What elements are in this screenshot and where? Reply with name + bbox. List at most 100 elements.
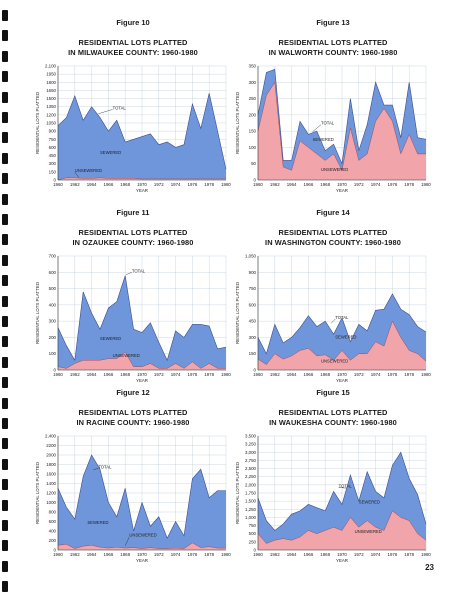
figure-10-panel: Figure 10 RESIDENTIAL LOTS PLATTED IN MI… <box>28 18 238 203</box>
x-tick-label: 1980 <box>421 182 431 187</box>
binder-hole <box>2 254 8 266</box>
x-tick-label: 1960 <box>253 552 263 557</box>
total-line <box>57 454 226 539</box>
binder-hole <box>2 173 8 185</box>
x-tick-label: 1970 <box>337 182 347 187</box>
y-tick-label: 50 <box>251 161 256 166</box>
x-axis-label: YEAR <box>136 378 148 383</box>
x-tick-label: 1966 <box>104 182 114 187</box>
figure-11-panel: Figure 11 RESIDENTIAL LOTS PLATTED IN OZ… <box>28 208 238 393</box>
x-axis-label: YEAR <box>336 188 348 193</box>
x-tick-label: 1976 <box>388 372 398 377</box>
y-tick-label: 750 <box>249 286 257 291</box>
binder-hole <box>2 560 8 572</box>
y-axis-label: RESIDENTIAL LOTS PLATTED <box>35 282 40 344</box>
x-tick-label: 1964 <box>287 182 297 187</box>
x-tick-label: 1972 <box>154 552 164 557</box>
unsewered-area <box>258 321 426 370</box>
x-tick-label: 1962 <box>70 182 80 187</box>
binder-hole <box>2 499 8 511</box>
total-line <box>257 293 427 355</box>
unsewered-line <box>57 351 226 369</box>
figure-15-panel: Figure 15 RESIDENTIAL LOTS PLATTED IN WA… <box>228 388 438 573</box>
figure-number: Figure 11 <box>116 208 150 217</box>
chart-title-line1: RESIDENTIAL LOTS PLATTED <box>78 38 188 47</box>
x-tick-label: 1976 <box>388 182 398 187</box>
binder-hole <box>2 438 8 450</box>
x-tick-label: 1962 <box>270 372 280 377</box>
x-tick-label: 1962 <box>70 372 80 377</box>
chart-title-line2: IN MILWAUKEE COUNTY: 1960-1980 <box>68 48 198 57</box>
y-tick-label: 3,500 <box>245 434 257 439</box>
binder-hole <box>2 152 8 164</box>
y-tick-label: 1400 <box>46 481 56 486</box>
x-tick-label: 1970 <box>137 372 147 377</box>
figure-number: Figure 14 <box>316 208 350 217</box>
series-annotation: SEWERED <box>335 335 356 340</box>
x-tick-label: 1974 <box>171 552 181 557</box>
y-tick-label: 0 <box>254 548 257 553</box>
x-tick-label: 1960 <box>253 372 263 377</box>
y-tick-label: 1,050 <box>245 254 257 259</box>
binder-hole <box>2 91 8 103</box>
y-tick-label: 2,100 <box>45 64 57 69</box>
unsewered-line <box>57 177 226 181</box>
y-tick-label: 2,250 <box>245 474 257 479</box>
series-annotation: TOTAL <box>98 464 112 469</box>
binder-hole <box>2 30 8 42</box>
binder-holes <box>2 0 12 600</box>
y-tick-label: 1350 <box>46 104 56 109</box>
y-tick-label: 450 <box>249 319 257 324</box>
figure-number: Figure 13 <box>316 18 350 27</box>
y-tick-label: 2000 <box>46 453 56 458</box>
total-line <box>257 68 427 165</box>
figure-12-panel: Figure 12 RESIDENTIAL LOTS PLATTED IN RA… <box>28 388 238 573</box>
chart-title-line2: IN WAUKESHA COUNTY: 1960-1980 <box>269 418 397 427</box>
y-tick-label: 0 <box>54 548 57 553</box>
chart-title-line2: IN WALWORTH COUNTY: 1960-1980 <box>268 48 398 57</box>
binder-hole <box>2 581 8 593</box>
x-tick-label: 1980 <box>221 182 231 187</box>
y-axis-label: RESIDENTIAL LOTS PLATTED <box>35 92 40 154</box>
binder-hole <box>2 275 8 287</box>
binder-hole <box>2 336 8 348</box>
y-tick-label: 600 <box>49 145 57 150</box>
y-tick-label: 100 <box>249 145 257 150</box>
series-annotation: UNSEWERED <box>75 168 102 173</box>
y-tick-label: 200 <box>49 538 57 543</box>
x-axis-label: YEAR <box>336 378 348 383</box>
series-annotation: SEWERED <box>359 499 380 504</box>
total-line <box>57 93 227 170</box>
x-tick-label: 1960 <box>53 552 63 557</box>
y-tick-label: 100 <box>49 351 57 356</box>
x-axis-label: YEAR <box>336 558 348 563</box>
leader-line <box>338 487 347 489</box>
x-tick-label: 1972 <box>154 182 164 187</box>
x-tick-label: 1976 <box>188 552 198 557</box>
x-tick-label: 1976 <box>188 372 198 377</box>
x-axis-label: YEAR <box>136 558 148 563</box>
unsewered-line <box>257 320 427 365</box>
x-axis-label: YEAR <box>136 188 148 193</box>
y-tick-label: 2,750 <box>245 458 257 463</box>
total-line <box>257 451 427 531</box>
x-tick-label: 1960 <box>53 182 63 187</box>
y-tick-label: 2,000 <box>245 482 257 487</box>
leader-line <box>93 468 99 470</box>
x-tick-label: 1966 <box>304 372 314 377</box>
chart-title-line2: IN WASHINGTON COUNTY: 1960-1980 <box>265 238 401 247</box>
y-tick-label: 1800 <box>46 462 56 467</box>
y-tick-label: 700 <box>49 254 57 259</box>
unsewered-area <box>258 82 426 180</box>
leader-line <box>125 272 132 275</box>
y-axis-label: RESIDENTIAL LOTS PLATTED <box>235 92 240 154</box>
y-tick-label: 300 <box>249 335 257 340</box>
x-tick-label: 1974 <box>171 372 181 377</box>
y-tick-label: 300 <box>49 319 57 324</box>
unsewered-line <box>257 510 427 544</box>
y-tick-label: 3,000 <box>245 450 257 455</box>
x-tick-label: 1974 <box>371 552 381 557</box>
y-tick-label: 500 <box>249 531 257 536</box>
y-tick-label: 1650 <box>46 88 56 93</box>
series-annotation: TOTAL <box>335 315 349 320</box>
